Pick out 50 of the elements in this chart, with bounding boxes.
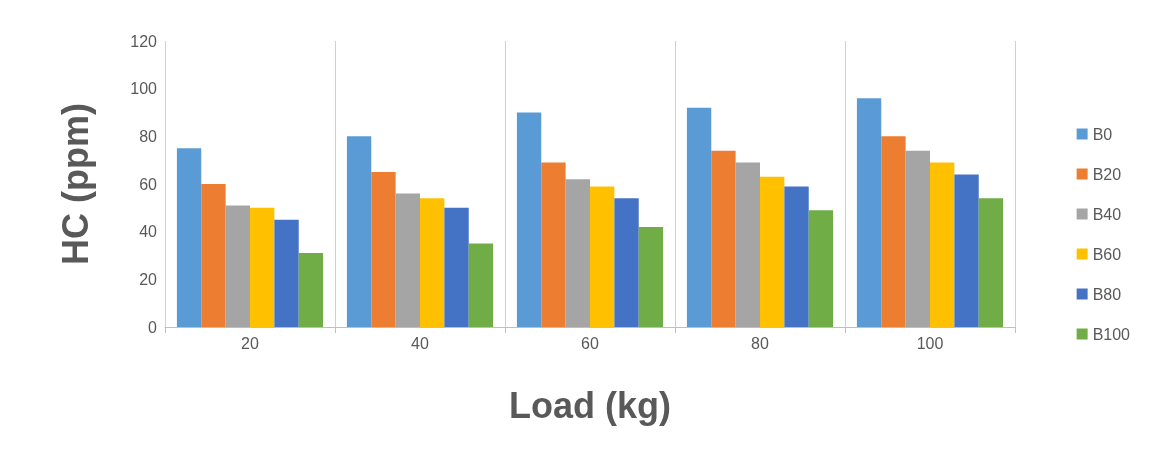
bar (250, 207, 275, 327)
bar (565, 179, 590, 327)
bar (444, 207, 469, 327)
bar (735, 162, 760, 327)
bar (590, 186, 615, 327)
y-tick-label: 60 (139, 175, 158, 193)
y-tick-label: 80 (139, 127, 158, 145)
legend-label: B60 (1092, 245, 1122, 263)
bar (201, 184, 226, 327)
y-tick-label: 0 (148, 318, 158, 336)
bar (371, 172, 396, 327)
bar (614, 198, 639, 327)
bar (346, 136, 372, 327)
legend-label: B100 (1092, 325, 1131, 343)
bar (516, 112, 542, 327)
x-tick-label: 100 (916, 334, 944, 352)
legend-label: B80 (1092, 285, 1122, 303)
bar (686, 107, 712, 327)
bar (541, 162, 566, 327)
bar (808, 210, 834, 327)
x-axis-title: Load (kg) (509, 384, 671, 426)
x-tick-label: 60 (581, 334, 599, 352)
bar (711, 150, 736, 327)
bar (274, 219, 299, 327)
bar (468, 243, 494, 327)
y-tick-label: 100 (130, 80, 158, 98)
x-tick-label: 80 (751, 334, 769, 352)
legend-label: B20 (1092, 165, 1122, 183)
bar (856, 98, 882, 327)
y-tick-label: 120 (130, 32, 158, 50)
bar (784, 186, 809, 327)
x-tick-label: 20 (241, 334, 259, 352)
bar (395, 193, 420, 327)
bar (760, 176, 785, 327)
bar (954, 174, 979, 327)
x-tick-label: 40 (411, 334, 429, 352)
bar (638, 226, 664, 327)
bar (420, 198, 445, 327)
legend-label: B0 (1092, 125, 1113, 143)
bar (978, 198, 1004, 327)
bar (930, 162, 955, 327)
legend-label: B40 (1092, 205, 1122, 223)
y-tick-label: 40 (139, 223, 158, 241)
bar (225, 205, 250, 327)
bar (905, 150, 930, 327)
bar (298, 253, 324, 327)
y-tick-label: 20 (139, 270, 158, 288)
bar (881, 136, 906, 327)
bar (176, 148, 202, 327)
y-axis-title: HC (ppm) (54, 103, 96, 265)
